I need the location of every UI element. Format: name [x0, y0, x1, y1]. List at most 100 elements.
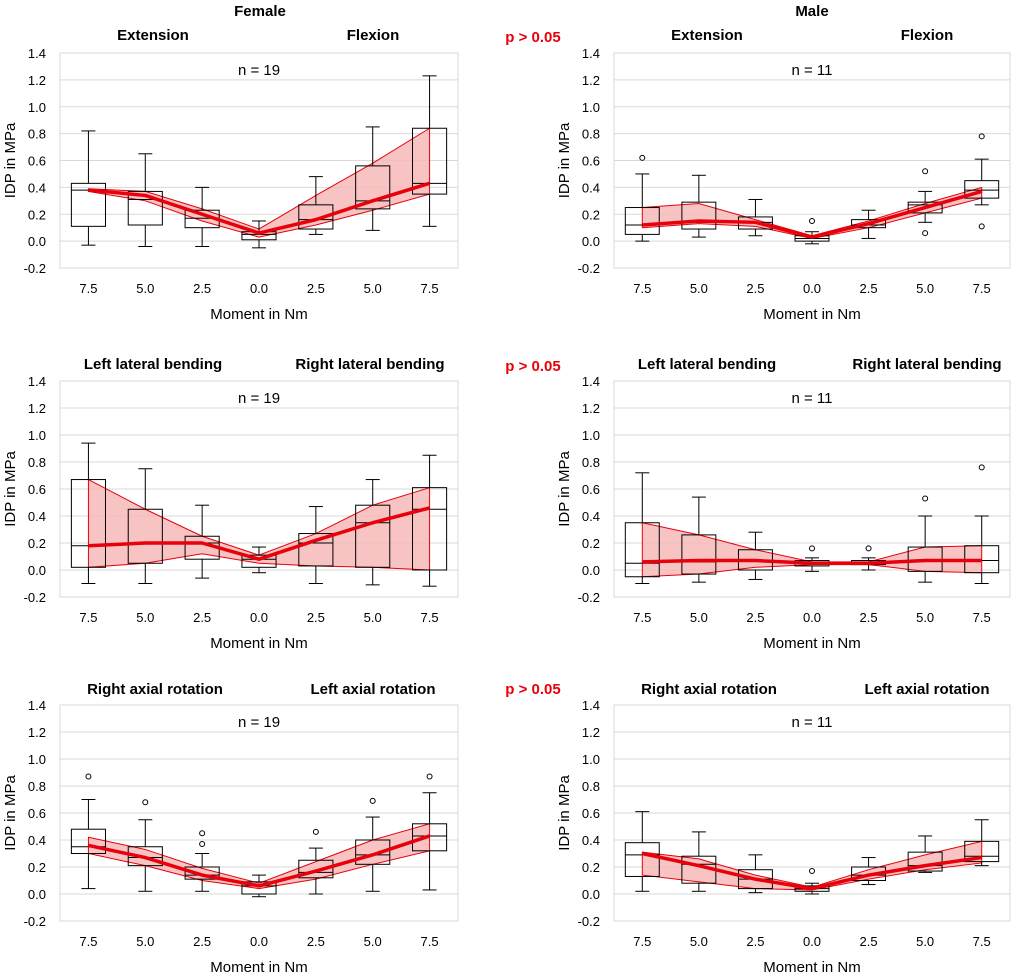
chart-panel-1: 1.4 1.2 1.0 0.8 0.6 0.4 0.2 0.0 -0.2 7.5 5.0 2.5 0.0…	[2, 27, 459, 323]
x-tick-label: 5.0	[690, 610, 708, 625]
y-tick-label: -0.2	[578, 914, 600, 929]
x-tick-label: 5.0	[364, 281, 382, 296]
box-3	[184, 830, 220, 892]
y-tick-label: 0.0	[582, 563, 600, 578]
y-tick-label: 1.4	[28, 374, 46, 389]
box-iqr	[241, 881, 277, 895]
outlier-point	[199, 841, 206, 848]
x-tick-label: 5.0	[916, 934, 934, 949]
p-label-row1: p > 0.05	[505, 29, 560, 46]
y-tick-label: 0.8	[582, 455, 600, 470]
chart-panel-3: 1.4 1.2 1.0 0.8 0.6 0.4 0.2 0.0 -0.2 7.5 5.0 2.5 0.0…	[2, 356, 459, 652]
y-axis-title: IDP in MPa	[2, 775, 19, 851]
subtitle-right: Left axial rotation	[310, 681, 435, 698]
y-tick-label: 0.6	[28, 482, 46, 497]
box-iqr	[681, 201, 717, 230]
outlier-point	[639, 154, 646, 161]
subtitle-right: Left axial rotation	[864, 681, 989, 698]
box-7	[964, 819, 1000, 867]
box-1	[70, 773, 106, 890]
x-tick-label: 7.5	[79, 934, 97, 949]
chart-panel-5: 1.4 1.2 1.0 0.8 0.6 0.4 0.2 0.0 -0.2 7.5 5.0 2.5 0.0…	[2, 681, 459, 976]
y-tick-label: 0.8	[582, 127, 600, 142]
box-iqr	[624, 522, 660, 578]
x-tick-label: 5.0	[364, 610, 382, 625]
x-axis-title: Moment in Nm	[763, 635, 861, 652]
x-tick-label: 2.5	[746, 934, 764, 949]
box-4	[794, 217, 830, 245]
box-iqr	[298, 204, 334, 230]
trend-line	[641, 851, 982, 891]
box-1	[70, 130, 106, 246]
y-tick-label: 0.2	[582, 207, 600, 222]
p-label-row3: p > 0.05	[505, 681, 560, 698]
y-tick-label: 0.2	[28, 207, 46, 222]
x-tick-label: 5.0	[690, 934, 708, 949]
x-axis-title: Moment in Nm	[210, 635, 308, 652]
box-iqr	[412, 127, 448, 195]
n-label: n = 11	[791, 390, 832, 407]
x-tick-label: 7.5	[421, 934, 439, 949]
x-tick-label: 5.0	[690, 281, 708, 296]
x-axis-title: Moment in Nm	[763, 959, 861, 975]
box-iqr	[70, 828, 106, 855]
x-tick-label: 7.5	[421, 610, 439, 625]
box-iqr	[298, 859, 334, 879]
y-axis-title: IDP in MPa	[2, 451, 19, 527]
box-iqr	[241, 554, 277, 568]
trend-line	[642, 558, 982, 565]
x-tick-label: 0.0	[250, 610, 268, 625]
x-tick-label: 2.5	[746, 610, 764, 625]
box-iqr	[624, 842, 660, 877]
box-iqr	[184, 866, 220, 880]
subtitle-left: Extension	[671, 27, 743, 44]
chart-panel-2: 1.4 1.2 1.0 0.8 0.6 0.4 0.2 0.0 -0.2 7.5 5.0 2.5 0.0…	[556, 27, 1011, 323]
y-tick-label: 1.2	[582, 725, 600, 740]
x-axis-title: Moment in Nm	[210, 306, 308, 323]
box-iqr	[298, 533, 334, 567]
y-axis-title: IDP in MPa	[2, 122, 19, 198]
subtitle-left: Right axial rotation	[87, 681, 223, 698]
y-tick-label: 1.0	[28, 428, 46, 443]
y-tick-label: 1.2	[28, 73, 46, 88]
box-2	[681, 496, 717, 583]
x-tick-label: 5.0	[916, 610, 934, 625]
box-iqr	[355, 504, 391, 568]
y-tick-label: 0.4	[28, 180, 46, 195]
y-tick-label: 1.2	[582, 401, 600, 416]
box-1	[624, 154, 660, 242]
box-iqr	[355, 165, 391, 210]
plot-frame	[59, 380, 459, 598]
chart-panel-6: 1.4 1.2 1.0 0.8 0.6 0.4 0.2 0.0 -0.2 7.5 5.0 2.5 0.0…	[556, 681, 1011, 976]
box-iqr	[127, 846, 163, 867]
y-tick-label: -0.2	[24, 914, 46, 929]
x-tick-label: 5.0	[916, 281, 934, 296]
plot-frame	[613, 704, 1011, 922]
outlier-point	[922, 230, 929, 237]
y-tick-label: 1.4	[582, 698, 600, 713]
box-iqr	[412, 487, 448, 571]
x-tick-label: 7.5	[79, 610, 97, 625]
y-tick-label: 0.6	[582, 482, 600, 497]
y-tick-label: 1.0	[582, 752, 600, 767]
y-tick-label: 0.4	[28, 509, 46, 524]
x-axis-title: Moment in Nm	[763, 306, 861, 323]
x-tick-label: 5.0	[364, 934, 382, 949]
y-tick-label: 1.0	[582, 428, 600, 443]
subtitle-left: Left lateral bending	[84, 356, 222, 373]
x-tick-label: 2.5	[307, 934, 325, 949]
x-tick-label: 0.0	[803, 610, 821, 625]
y-tick-label: 0.8	[582, 779, 600, 794]
subtitle-left: Extension	[117, 27, 189, 44]
box-iqr	[624, 207, 660, 235]
y-tick-label: -0.2	[24, 590, 46, 605]
y-tick-label: 0.4	[582, 509, 600, 524]
y-tick-label: 0.6	[582, 154, 600, 169]
outlier-point	[809, 545, 815, 552]
y-tick-label: 0.4	[582, 180, 600, 195]
box-4	[794, 545, 830, 572]
outlier-point	[369, 797, 376, 804]
box-1	[624, 472, 660, 584]
box-iqr	[412, 823, 448, 852]
box-iqr	[127, 508, 163, 564]
